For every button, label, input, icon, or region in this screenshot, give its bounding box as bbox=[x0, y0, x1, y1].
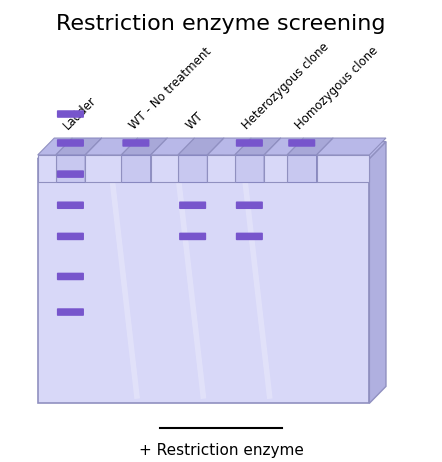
FancyBboxPatch shape bbox=[38, 155, 56, 182]
Text: Restriction enzyme screening: Restriction enzyme screening bbox=[56, 14, 386, 34]
FancyBboxPatch shape bbox=[264, 155, 287, 182]
FancyBboxPatch shape bbox=[236, 201, 263, 209]
Polygon shape bbox=[38, 138, 72, 155]
FancyBboxPatch shape bbox=[179, 201, 206, 209]
FancyBboxPatch shape bbox=[236, 233, 263, 240]
Polygon shape bbox=[207, 138, 251, 155]
FancyBboxPatch shape bbox=[236, 139, 263, 147]
Polygon shape bbox=[151, 138, 168, 182]
Text: Heterozygous clone: Heterozygous clone bbox=[240, 40, 332, 132]
Text: Homozygous clone: Homozygous clone bbox=[293, 44, 381, 132]
Text: WT - No treatment: WT - No treatment bbox=[127, 45, 214, 132]
FancyBboxPatch shape bbox=[179, 233, 206, 240]
FancyBboxPatch shape bbox=[57, 273, 84, 280]
Polygon shape bbox=[235, 138, 281, 155]
FancyBboxPatch shape bbox=[207, 155, 235, 182]
Text: WT: WT bbox=[183, 109, 206, 132]
FancyBboxPatch shape bbox=[287, 155, 316, 182]
Polygon shape bbox=[38, 142, 386, 158]
Text: Ladder: Ladder bbox=[61, 94, 99, 132]
Polygon shape bbox=[370, 142, 386, 403]
FancyBboxPatch shape bbox=[316, 155, 370, 182]
FancyBboxPatch shape bbox=[178, 155, 207, 182]
FancyBboxPatch shape bbox=[121, 155, 151, 182]
FancyBboxPatch shape bbox=[57, 170, 84, 178]
Polygon shape bbox=[316, 138, 333, 182]
FancyBboxPatch shape bbox=[57, 201, 84, 209]
Polygon shape bbox=[178, 138, 224, 155]
FancyBboxPatch shape bbox=[56, 155, 85, 182]
FancyBboxPatch shape bbox=[85, 155, 121, 182]
FancyBboxPatch shape bbox=[235, 155, 264, 182]
Polygon shape bbox=[85, 138, 137, 155]
Polygon shape bbox=[121, 138, 168, 155]
Polygon shape bbox=[264, 138, 304, 155]
Polygon shape bbox=[56, 138, 102, 155]
Text: + Restriction enzyme: + Restriction enzyme bbox=[138, 444, 304, 458]
FancyBboxPatch shape bbox=[57, 308, 84, 316]
Polygon shape bbox=[207, 138, 224, 182]
Polygon shape bbox=[287, 138, 333, 155]
FancyBboxPatch shape bbox=[57, 233, 84, 240]
FancyBboxPatch shape bbox=[57, 110, 84, 118]
Polygon shape bbox=[264, 138, 281, 182]
Polygon shape bbox=[151, 138, 194, 155]
FancyBboxPatch shape bbox=[288, 139, 315, 147]
FancyBboxPatch shape bbox=[57, 139, 84, 147]
Polygon shape bbox=[85, 138, 102, 182]
Polygon shape bbox=[316, 138, 386, 155]
FancyBboxPatch shape bbox=[122, 139, 149, 147]
FancyBboxPatch shape bbox=[38, 158, 370, 403]
FancyBboxPatch shape bbox=[151, 155, 178, 182]
